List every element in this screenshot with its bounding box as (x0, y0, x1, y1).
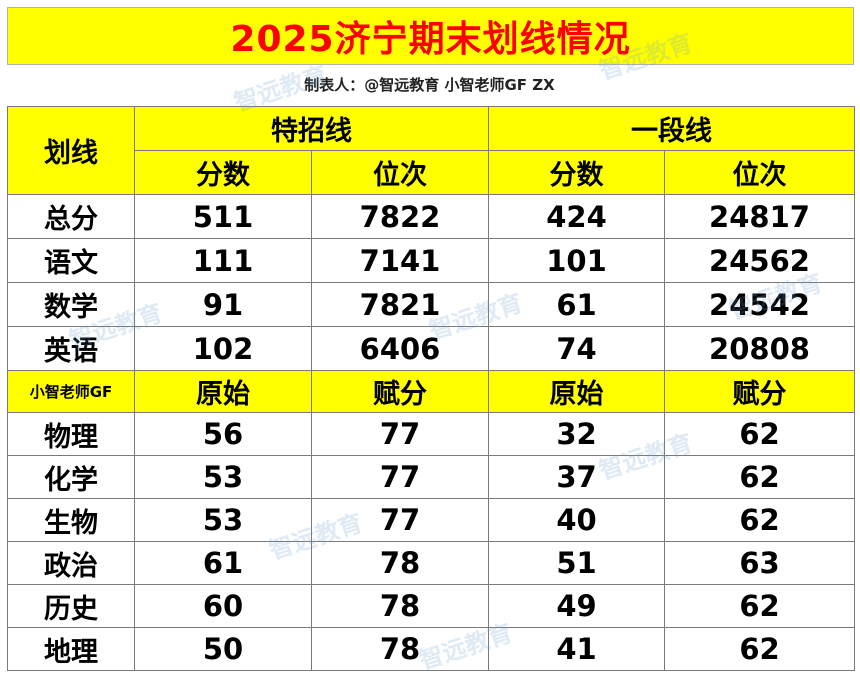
scaled-score-cell: 78 (311, 584, 489, 628)
rank-cell: 24562 (664, 238, 855, 283)
score-sheet: 2025济宁期末划线情况 制表人：@智远教育 小智老师GF ZX 划线 特招线 … (7, 7, 855, 675)
raw-score-cell: 50 (134, 627, 312, 671)
scaled-score-cell: 77 (311, 498, 489, 542)
scaled-score-cell: 77 (311, 412, 489, 456)
subject-label: 化学 (7, 455, 135, 499)
section-label: 小智老师GF (7, 370, 135, 413)
score-cell: 102 (134, 326, 312, 371)
subject-label: 生物 (7, 498, 135, 542)
score-cell: 91 (134, 282, 312, 327)
group-header-row: 划线 特招线 一段线 (7, 106, 855, 195)
raw-score-cell: 41 (488, 627, 665, 671)
sub-header: 赋分 (664, 370, 855, 413)
table-row: 地理 50 78 41 62 (7, 627, 855, 671)
score-cell: 111 (134, 238, 312, 283)
score-cell: 61 (488, 282, 665, 327)
subject-label: 历史 (7, 584, 135, 628)
rank-cell: 7141 (311, 238, 489, 283)
sub-header: 原始 (488, 370, 665, 413)
table-row: 生物 53 77 40 62 (7, 498, 855, 542)
sub-header: 分数 (488, 150, 665, 195)
sub-header: 位次 (311, 150, 489, 195)
raw-score-cell: 51 (488, 541, 665, 585)
scaled-score-cell: 78 (311, 627, 489, 671)
scaled-score-cell: 62 (664, 584, 855, 628)
cutoff-table: 划线 特招线 一段线 分数 位次 分数 位次 总分 511 7822 424 2… (7, 106, 855, 671)
rank-cell: 7822 (311, 194, 489, 239)
table-row: 总分 511 7822 424 24817 (7, 194, 855, 239)
elective-header-row: 小智老师GF 原始 赋分 原始 赋分 (7, 370, 855, 413)
subject-label: 英语 (7, 326, 135, 371)
page-title: 2025济宁期末划线情况 (7, 7, 854, 65)
group-special: 特招线 (134, 106, 489, 151)
scaled-score-cell: 62 (664, 498, 855, 542)
raw-score-cell: 40 (488, 498, 665, 542)
rank-cell: 24817 (664, 194, 855, 239)
table-row: 英语 102 6406 74 20808 (7, 326, 855, 371)
scaled-score-cell: 78 (311, 541, 489, 585)
raw-score-cell: 61 (134, 541, 312, 585)
rank-cell: 7821 (311, 282, 489, 327)
raw-score-cell: 32 (488, 412, 665, 456)
raw-score-cell: 60 (134, 584, 312, 628)
corner-label: 划线 (7, 106, 135, 195)
subject-label: 语文 (7, 238, 135, 283)
subject-label: 政治 (7, 541, 135, 585)
table-row: 物理 56 77 32 62 (7, 412, 855, 456)
subject-label: 总分 (7, 194, 135, 239)
subject-label: 物理 (7, 412, 135, 456)
raw-score-cell: 56 (134, 412, 312, 456)
raw-score-cell: 37 (488, 455, 665, 499)
scaled-score-cell: 62 (664, 627, 855, 671)
rank-cell: 6406 (311, 326, 489, 371)
sub-header: 赋分 (311, 370, 489, 413)
table-row: 政治 61 78 51 63 (7, 541, 855, 585)
sub-header-row: 分数 位次 分数 位次 (8, 150, 855, 195)
score-cell: 101 (488, 238, 665, 283)
score-cell: 74 (488, 326, 665, 371)
table-row: 历史 60 78 49 62 (7, 584, 855, 628)
group-first-tier: 一段线 (488, 106, 855, 151)
table-row: 语文 111 7141 101 24562 (7, 238, 855, 283)
sub-header: 分数 (134, 150, 312, 195)
maker-credit: 制表人：@智远教育 小智老师GF ZX (304, 75, 555, 94)
table-row: 化学 53 77 37 62 (7, 455, 855, 499)
scaled-score-cell: 62 (664, 455, 855, 499)
raw-score-cell: 53 (134, 498, 312, 542)
rank-cell: 24542 (664, 282, 855, 327)
raw-score-cell: 53 (134, 455, 312, 499)
sub-header: 原始 (134, 370, 312, 413)
raw-score-cell: 49 (488, 584, 665, 628)
score-cell: 424 (488, 194, 665, 239)
scaled-score-cell: 77 (311, 455, 489, 499)
subject-label: 地理 (7, 627, 135, 671)
table-row: 数学 91 7821 61 24542 (7, 282, 855, 327)
scaled-score-cell: 63 (664, 541, 855, 585)
subject-label: 数学 (7, 282, 135, 327)
score-cell: 511 (134, 194, 312, 239)
rank-cell: 20808 (664, 326, 855, 371)
scaled-score-cell: 62 (664, 412, 855, 456)
sub-header: 位次 (664, 150, 855, 195)
